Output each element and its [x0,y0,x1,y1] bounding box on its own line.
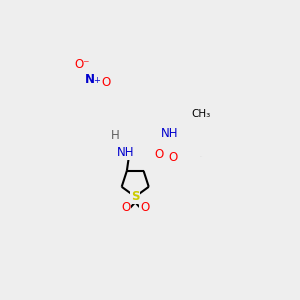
Text: +: + [94,76,100,85]
Text: N: N [85,73,95,86]
Text: O⁻: O⁻ [74,58,89,71]
Text: S: S [131,190,140,203]
Text: NH: NH [117,146,134,159]
Text: O: O [168,151,178,164]
Text: O: O [154,148,164,161]
Text: O: O [101,76,110,89]
Text: H: H [111,129,119,142]
Text: O: O [140,201,149,214]
Text: O: O [121,201,130,214]
Text: NH: NH [161,127,178,140]
Text: CH₃: CH₃ [192,109,211,118]
